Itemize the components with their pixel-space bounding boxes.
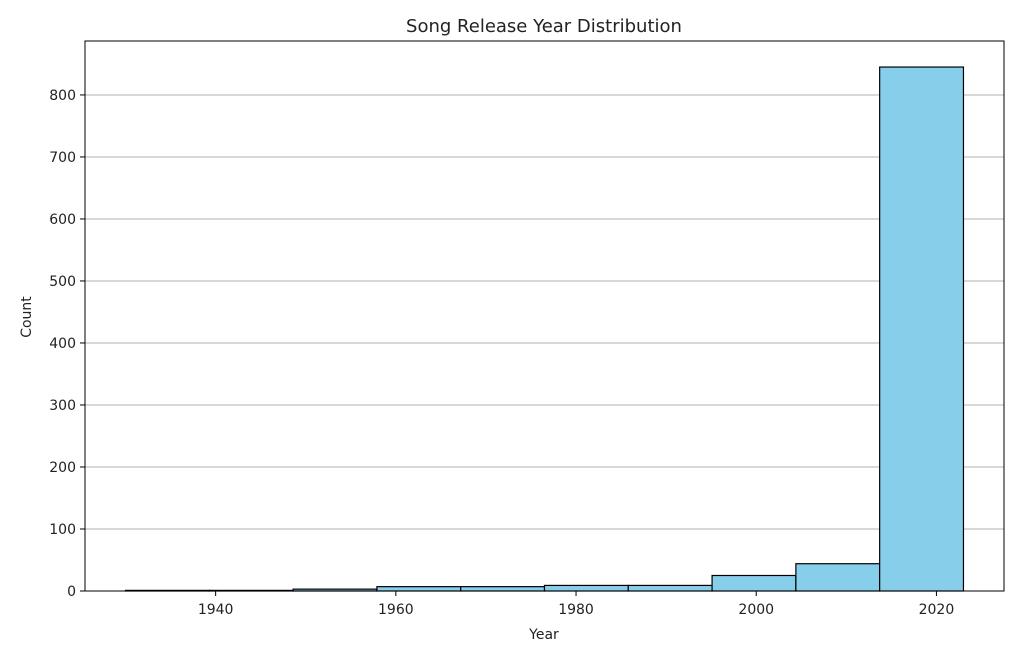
histogram-bars <box>124 66 965 592</box>
x-tick-label: 1980 <box>558 602 594 618</box>
x-axis-ticks: 1940 1960 1980 2000 2020 <box>198 591 954 618</box>
x-axis-label: Year <box>528 627 559 643</box>
y-tick-label: 700 <box>49 150 76 166</box>
chart-title: Song Release Year Distribution <box>406 16 682 37</box>
y-gridlines <box>85 94 1004 592</box>
x-tick-label: 1940 <box>198 602 234 618</box>
y-tick-label: 100 <box>49 522 76 538</box>
histogram-bar <box>376 586 462 592</box>
y-tick-label: 400 <box>49 336 76 352</box>
y-tick-label: 500 <box>49 274 76 290</box>
histogram-bar <box>460 586 546 592</box>
y-axis-ticks: 0 100 200 300 400 500 600 700 800 <box>49 88 85 600</box>
y-tick-label: 0 <box>67 584 76 600</box>
x-tick-label: 2000 <box>738 602 774 618</box>
x-tick-label: 1960 <box>378 602 414 618</box>
y-tick-label: 800 <box>49 88 76 104</box>
x-tick-label: 2020 <box>919 602 955 618</box>
histogram-bar <box>711 574 797 592</box>
plot-area-frame <box>84 40 1005 592</box>
histogram-bar <box>879 66 965 592</box>
histogram-bar <box>795 563 881 592</box>
histogram-bar <box>627 584 713 592</box>
y-axis-label: Count <box>19 296 35 338</box>
y-tick-label: 200 <box>49 460 76 476</box>
y-tick-label: 600 <box>49 212 76 228</box>
y-tick-label: 300 <box>49 398 76 414</box>
histogram-bar <box>543 584 629 592</box>
